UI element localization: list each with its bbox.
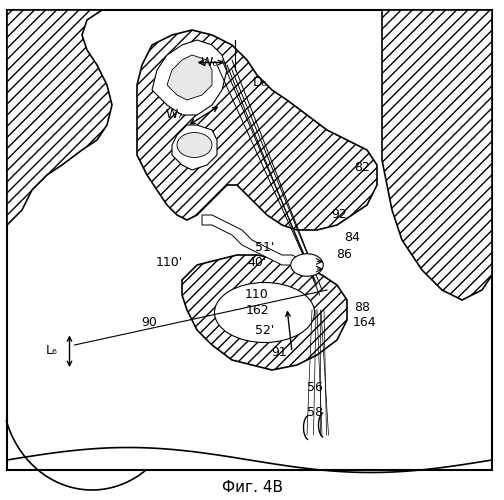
Text: W₇: W₇ (166, 108, 183, 122)
Ellipse shape (291, 254, 323, 276)
Ellipse shape (177, 132, 212, 158)
Text: 164: 164 (353, 316, 376, 329)
Text: 162: 162 (245, 304, 269, 316)
Polygon shape (182, 255, 347, 370)
Polygon shape (7, 10, 112, 225)
Text: 52': 52' (255, 324, 274, 336)
Text: 110: 110 (245, 288, 269, 302)
Text: W₆: W₆ (201, 56, 218, 69)
Polygon shape (202, 215, 312, 270)
Text: 56: 56 (306, 381, 323, 394)
Text: 40': 40' (247, 256, 267, 269)
Text: 90: 90 (142, 316, 157, 329)
Text: 82: 82 (354, 161, 370, 174)
Text: 92: 92 (332, 208, 347, 222)
Polygon shape (172, 125, 217, 170)
Polygon shape (152, 40, 227, 115)
Text: L₆: L₆ (46, 344, 58, 356)
Text: 110': 110' (156, 256, 183, 269)
Polygon shape (167, 55, 212, 100)
Text: D₆: D₆ (252, 76, 267, 89)
Polygon shape (137, 30, 377, 230)
Text: 86: 86 (337, 248, 352, 262)
Text: 58: 58 (306, 406, 323, 419)
Text: 91: 91 (272, 346, 287, 359)
Text: 84: 84 (344, 231, 360, 244)
Ellipse shape (215, 282, 314, 343)
Text: 88: 88 (354, 301, 370, 314)
Text: Фиг. 4В: Фиг. 4В (221, 480, 283, 495)
Polygon shape (382, 10, 492, 300)
Text: 51': 51' (255, 241, 274, 254)
